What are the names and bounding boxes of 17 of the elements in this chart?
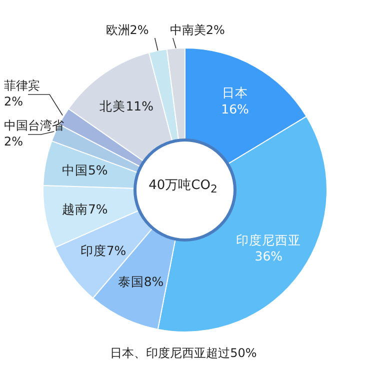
- slice-label: 欧洲2%: [106, 23, 149, 37]
- text: 日本、印度尼西亚超过50%: [109, 345, 258, 362]
- text: 40万吨CO$_{2}$: [148, 177, 218, 196]
- data-label: 36%: [254, 248, 283, 264]
- slice-label: 泰国8%: [118, 274, 164, 289]
- slice-label: 菲律宾: [4, 78, 40, 93]
- slice-label: 印度7%: [80, 243, 126, 258]
- data-label: 2%: [4, 134, 24, 149]
- slice-label: 印度尼西亚: [236, 232, 302, 248]
- slice-label: 中国台湾省: [4, 118, 64, 133]
- slice-label: 越南7%: [62, 202, 108, 216]
- data-label: 2%: [4, 94, 24, 109]
- slice-label: 中国5%: [62, 162, 108, 178]
- slice-label: 中南美2%: [170, 23, 225, 37]
- data-label: 16%: [221, 101, 250, 116]
- slice-label: 日本: [222, 85, 248, 100]
- slice-label: 北美11%: [100, 98, 154, 114]
